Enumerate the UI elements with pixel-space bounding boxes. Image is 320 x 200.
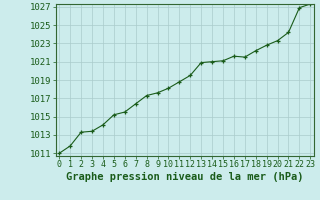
X-axis label: Graphe pression niveau de la mer (hPa): Graphe pression niveau de la mer (hPa) xyxy=(66,172,304,182)
